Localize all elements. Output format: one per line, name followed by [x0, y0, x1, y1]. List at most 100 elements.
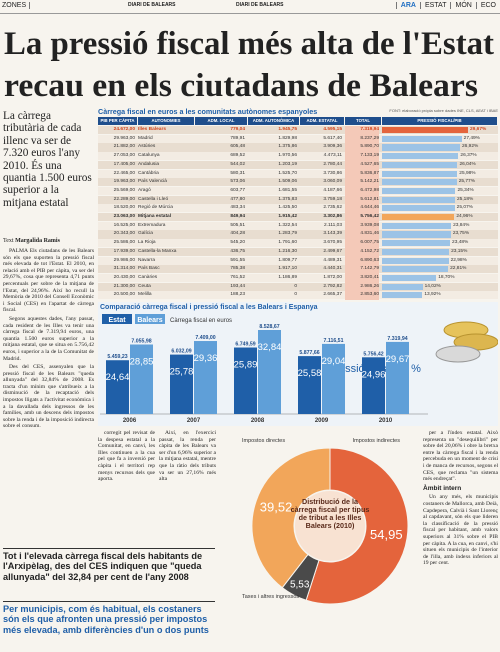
bar — [130, 344, 153, 414]
region-name: Mitjana estatal — [138, 214, 172, 219]
nav-item: ARA — [400, 2, 416, 9]
table-cell: 3.670,95 — [323, 240, 342, 246]
section-label: ZONES — [2, 2, 31, 9]
pressure-bar — [382, 274, 437, 282]
byline: Text Margalida Ramis — [3, 238, 95, 244]
region-name: País Basc — [138, 266, 160, 272]
article-body-middle: corregit pel revisat de la despesa estat… — [98, 430, 216, 542]
bar — [298, 356, 321, 414]
table-row: 18.520,00 Regió de Múrcia 483,34 1.425,50 2.… — [98, 204, 498, 213]
bar-value-label: 6.749,59 — [235, 342, 255, 348]
pressure-label: 26,92% — [462, 144, 479, 150]
legend-title: Càrrega fiscal en euros — [170, 318, 232, 324]
table-cell: 1.509,06 — [278, 179, 297, 185]
table-row: 24.672,00 Illes Balears 779,04 1.945,75 4.59… — [98, 126, 498, 135]
table-cell: 2.111,03 — [324, 222, 342, 228]
table-row: 19.963,00 País Valencià 573,06 1.509,06 3.06… — [98, 178, 498, 187]
comparison-chart: Comparació càrrega fiscal i pressió fisc… — [100, 304, 499, 424]
fiscal-table: Càrrega fiscal en euros a les comunitats… — [98, 107, 498, 301]
table-cell: 19.963,00 — [113, 179, 135, 185]
paragraph: Així, en l'exercici passat, la renda per… — [159, 430, 216, 483]
pressure-bar — [382, 283, 423, 290]
table-cell: 2.986,26 — [345, 282, 379, 292]
bar-value-label: 7.116,51 — [324, 338, 344, 344]
table-cell: 477,80 — [230, 196, 245, 202]
table-row: 25.586,00 La Rioja 545,20 1.791,60 3.670,95 6… — [98, 239, 498, 248]
table-cell: 1.322,54 — [278, 222, 297, 228]
pressure-label: 26,37% — [460, 153, 477, 159]
bar-value-label: 7.319,94 — [387, 336, 407, 342]
year-label: 2010 — [379, 418, 393, 424]
pressure-bar — [382, 231, 451, 238]
table-row: 23.063,00 Mitjana estatal 849,94 1.915,42 3.… — [98, 213, 498, 222]
table-cell: 6.890,63 — [345, 256, 379, 266]
table-cell: 22.465,00 — [113, 170, 135, 176]
table-row: 25.569,00 Aragó 603,77 1.681,55 4.187,66 6.47… — [98, 186, 498, 196]
pie-chart: 54,95 Impostos indirectes 5,53 Taxes i altr… — [242, 438, 409, 605]
article-body: PALMA Els ciutadans de les Balears són e… — [3, 248, 94, 540]
table-cell: 17.939,00 — [113, 248, 135, 254]
table-cell: 3.302,86 — [323, 214, 342, 219]
table-cell: 7.142,79 — [345, 265, 379, 274]
pressure-label: 29,67 — [386, 354, 410, 365]
pressure-bar — [382, 153, 459, 160]
pressure-bar — [382, 222, 452, 229]
table-cell: 2.853,60 — [345, 291, 379, 300]
paragraph: Des del CES, assenyalen que la pressió f… — [3, 364, 94, 430]
table-cell: 25.569,00 — [113, 187, 135, 193]
column-header: ADM. LOCAL — [195, 117, 247, 125]
pressure-label: 24,96% — [456, 214, 473, 219]
table-cell: 1.216,30 — [278, 248, 297, 254]
pull-quote: Per municipis, com és habitual, els cost… — [3, 601, 215, 635]
table-cell: 0 — [294, 292, 297, 298]
pressure-bar — [382, 248, 450, 255]
table-cell: 21.882,00 — [113, 144, 135, 150]
table-row: 20.500,00 Melilla 188,23 0 2.665,37 2.853,60 1… — [98, 291, 498, 300]
pressure-label: 22,81% — [450, 266, 467, 272]
standfirst: La càrrega tributària de cada illenc va … — [3, 110, 92, 209]
table-row: 27.053,00 Catalunya 689,52 1.970,56 4.473,11… — [98, 152, 498, 161]
pressure-bar — [382, 127, 468, 134]
pressure-label: 25,18% — [456, 196, 474, 202]
paragraph: corregit pel revisat de la despesa estat… — [98, 430, 155, 483]
table-cell: 25.586,00 — [113, 240, 135, 246]
table-row: 16.525,00 Extremadura 505,51 1.322,54 2.111,… — [98, 221, 498, 231]
table-cell: 20.500,00 — [113, 292, 135, 298]
column-header: PIB PER CÀPITA — [98, 117, 137, 125]
table-cell: 3.143,39 — [323, 231, 342, 237]
column-header: PRESSIÓ FISCAL/PIB — [382, 117, 497, 125]
table-title: Càrrega fiscal en euros a les comunitats… — [98, 107, 318, 116]
table-cell: 573,06 — [230, 179, 245, 185]
table-cell: 1.375,86 — [278, 144, 297, 150]
paragraph: per a l'índex estatal. Això representa u… — [423, 430, 498, 483]
bar — [106, 360, 129, 414]
table-row: 22.289,00 Castella i Lleó 477,80 1.375,83 3.… — [98, 195, 498, 205]
bar — [170, 354, 193, 414]
pressure-bar — [382, 205, 455, 212]
table-cell: 605,48 — [230, 144, 245, 150]
pressure-label: 25,58 — [298, 368, 322, 379]
table-cell: 17.405,00 — [113, 161, 135, 167]
region-name: Cantàbria — [138, 170, 159, 176]
pie-title: Distribució de la càrrega fiscal per tip… — [290, 497, 370, 530]
table-cell: 2.792,82 — [323, 283, 342, 289]
table-cell: 4.644,46 — [345, 204, 379, 213]
bar — [322, 343, 345, 414]
legend-label: Estat — [108, 317, 126, 324]
pie-slice — [305, 447, 409, 605]
bar-value-label: 5.877,66 — [299, 350, 319, 356]
table-cell: 1.791,60 — [278, 240, 297, 246]
table-cell: 1.945,75 — [278, 127, 297, 132]
region-name: País Valencià — [138, 179, 167, 185]
region-name: Illes Balears — [138, 127, 167, 132]
slice-name: Impostos indirectes — [353, 438, 401, 444]
table-cell: 20.343,00 — [113, 231, 135, 237]
legend-label: Balears — [137, 317, 162, 324]
bar-value-label: 6.032,09 — [171, 349, 191, 355]
slice-name: Taxes i altres ingressos — [242, 594, 299, 600]
table-cell: 7.319,94 — [345, 126, 379, 135]
region-name: Aragó — [138, 187, 151, 193]
table-cell: 4.440,31 — [323, 266, 342, 272]
table-cell: 193,44 — [230, 283, 245, 289]
table-cell: 27.053,00 — [113, 153, 135, 159]
